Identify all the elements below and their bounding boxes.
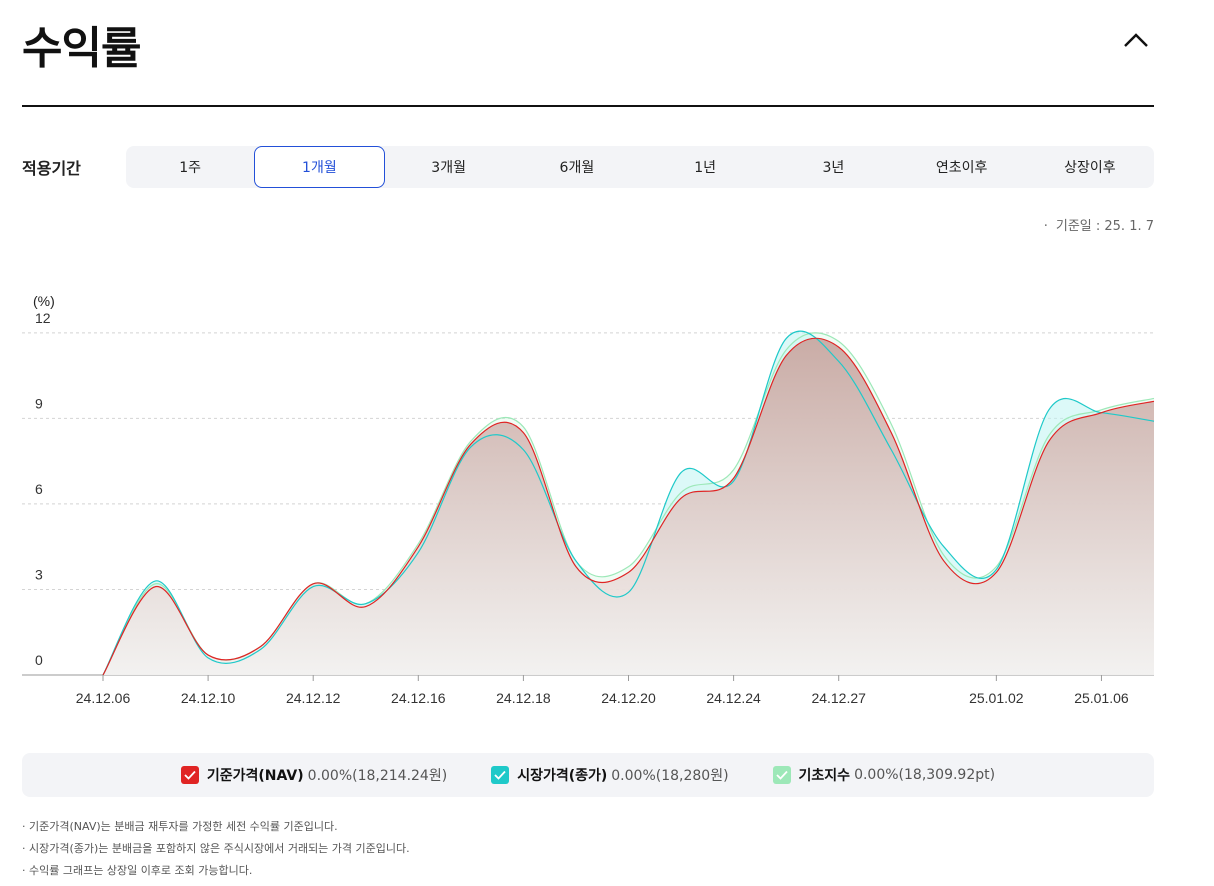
base-date: · 기준일 : 25. 1. 7 xyxy=(1043,219,1154,234)
legend-index-name: 기초지수 xyxy=(798,768,851,784)
period-tabs: 1주 1개월 3개월 6개월 1년 3년 연초이후 상장이후 xyxy=(126,146,1154,188)
legend-index[interactable]: 기초지수 0.00%(18,309.92pt) xyxy=(772,765,996,785)
page-title: 수익률 xyxy=(22,23,141,74)
header-divider xyxy=(22,105,1154,107)
x-tick-label: 24.12.16 xyxy=(391,690,446,706)
x-tick-label: 24.12.24 xyxy=(706,690,761,706)
tab-3y[interactable]: 3년 xyxy=(822,160,845,176)
x-tick-label: 24.12.10 xyxy=(181,690,236,706)
x-tick-label: 24.12.12 xyxy=(286,690,341,706)
note-item: 기준가격(NAV)는 분배금 재투자를 가정한 세전 수익률 기준입니다. xyxy=(22,816,410,838)
tab-1w[interactable]: 1주 xyxy=(179,160,202,176)
legend-nav-name: 기준가격(NAV) xyxy=(206,768,304,784)
tab-ytd[interactable]: 연초이후 xyxy=(935,160,988,176)
y-unit-label: (%) xyxy=(33,293,55,309)
collapse-button[interactable] xyxy=(1118,22,1154,58)
y-tick-label: 0 xyxy=(35,652,43,668)
y-tick-label: 6 xyxy=(35,481,43,497)
return-chart: 0 3 6 9 12 24.12.06 24.12.10 24.12.12 24.12.16 2… xyxy=(22,293,1155,706)
chevron-up-icon xyxy=(1124,33,1148,47)
series-line-nav xyxy=(102,337,1155,676)
note-item: 시장가격(종가)는 분배금을 포함하지 않은 주식시장에서 거래되는 가격 기준… xyxy=(22,838,410,860)
series-line-market xyxy=(102,330,1155,676)
legend-market[interactable]: 시장가격(종가) 0.00%(18,280원) xyxy=(491,765,729,785)
check-icon xyxy=(491,766,510,784)
y-tick-label: 12 xyxy=(35,310,51,326)
legend-market-name: 시장가격(종가) xyxy=(517,768,608,784)
period-label: 적용기간 xyxy=(22,159,81,178)
base-date-text: 기준일 : 25. 1. 7 xyxy=(1055,219,1154,234)
y-tick-label: 9 xyxy=(35,395,43,411)
series-area-nav xyxy=(103,338,1154,675)
note-item: 수익률 그래프는 상장일 이후로 조회 가능합니다. xyxy=(22,860,410,882)
tab-1m[interactable]: 1개월 xyxy=(254,146,385,188)
legend-nav-value: 0.00%(18,214.24원) xyxy=(307,768,448,784)
tab-3m[interactable]: 3개월 xyxy=(431,160,466,176)
x-tick-label: 24.12.20 xyxy=(601,690,656,706)
chart-legend: 기준가격(NAV) 0.00%(18,214.24원) 시장가격(종가) 0.0… xyxy=(22,753,1154,797)
x-tick-label: 24.12.06 xyxy=(76,690,131,706)
legend-index-value: 0.00%(18,309.92pt) xyxy=(854,767,996,783)
legend-nav[interactable]: 기준가격(NAV) 0.00%(18,214.24원) xyxy=(180,765,448,785)
x-tick-label: 25.01.02 xyxy=(969,690,1024,706)
tab-since-listing[interactable]: 상장이후 xyxy=(1064,160,1116,176)
x-tick-label: 24.12.27 xyxy=(811,690,866,706)
tab-1y[interactable]: 1년 xyxy=(694,160,717,176)
x-tick-label: 25.01.06 xyxy=(1074,690,1129,706)
x-tick-label: 24.12.18 xyxy=(496,690,551,706)
check-icon xyxy=(180,766,199,784)
tab-6m[interactable]: 6개월 xyxy=(559,160,595,176)
legend-market-value: 0.00%(18,280원) xyxy=(611,768,729,784)
y-tick-label: 3 xyxy=(35,566,43,582)
check-icon xyxy=(772,766,791,784)
notes: 기준가격(NAV)는 분배금 재투자를 가정한 세전 수익률 기준입니다. 시장… xyxy=(22,816,410,882)
